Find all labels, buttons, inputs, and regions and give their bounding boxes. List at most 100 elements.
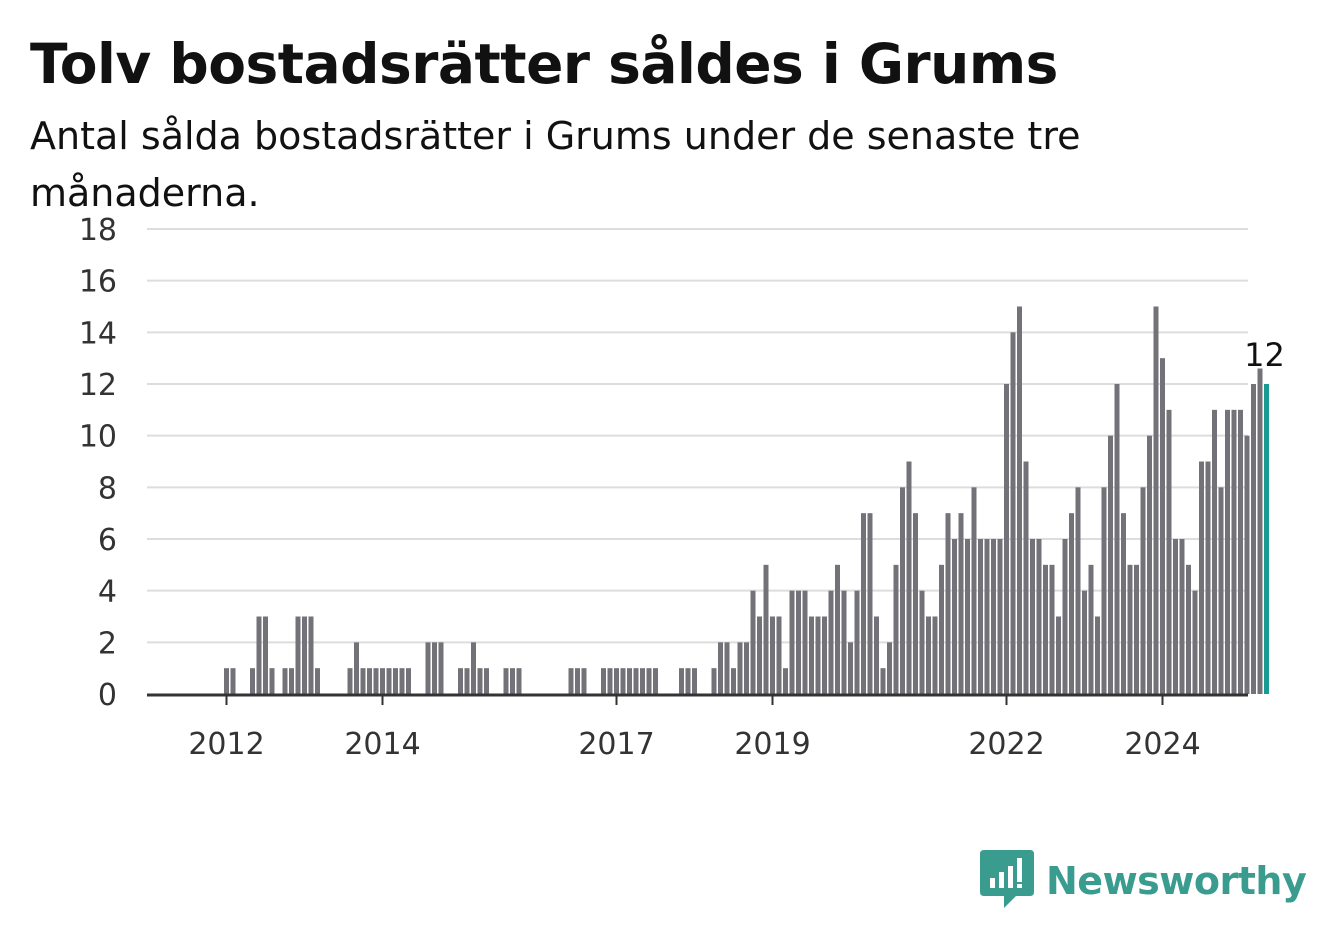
bar: [887, 642, 892, 694]
bar: [1108, 435, 1113, 694]
y-tick-label: 10: [79, 420, 117, 455]
bar: [1069, 513, 1074, 694]
bar: [516, 668, 522, 694]
bar: [1238, 409, 1243, 694]
bar: [477, 668, 483, 694]
bar: [1056, 616, 1061, 694]
bar: [614, 668, 619, 694]
bar: [815, 616, 821, 694]
bar: [958, 513, 964, 694]
bar: [640, 668, 645, 694]
bar: [822, 616, 827, 694]
bar: [308, 616, 314, 694]
bar: [1036, 539, 1042, 694]
labels: 0 2 4 6 8 10 12 14 16 18 2012 2014 2017 2019 2022 2024 1…: [79, 213, 1285, 762]
bar: [711, 668, 717, 694]
bar: [1205, 461, 1211, 694]
x-tick-label: 2022: [968, 727, 1044, 762]
bar: [575, 668, 580, 694]
bar: [1043, 564, 1048, 694]
bar: [692, 668, 697, 694]
bar: [984, 539, 990, 694]
bar: [893, 564, 899, 694]
bar: [809, 616, 814, 694]
bar: [965, 539, 970, 694]
bar: [1023, 461, 1029, 694]
bar: [1192, 590, 1198, 694]
bar: [1218, 487, 1224, 694]
bar: [783, 668, 788, 694]
bar: [867, 513, 873, 694]
bar: [1101, 487, 1107, 694]
bar: [399, 668, 405, 694]
brand-logo: Newsworthy: [980, 850, 1307, 912]
chart-subtitle: Antal sålda bostadsrätter i Grums under …: [30, 114, 1081, 215]
bar: [770, 616, 775, 694]
bar: [425, 642, 431, 694]
bar: [1140, 487, 1146, 694]
chart-title: Tolv bostadsrätter såldes i Grums: [30, 32, 1058, 96]
bar: [848, 642, 853, 694]
bar: [503, 668, 509, 694]
y-tick-label: 2: [98, 626, 117, 661]
bar: [776, 616, 782, 694]
bar: [737, 642, 743, 694]
bar: [939, 564, 944, 694]
bar: [1082, 590, 1087, 694]
gridlines: [147, 228, 1248, 644]
bar: [256, 616, 262, 694]
bar: [1017, 306, 1022, 694]
bar: [568, 668, 574, 694]
bar: [646, 668, 652, 694]
bar: [360, 668, 366, 694]
bar: [874, 616, 879, 694]
bar: [1225, 409, 1230, 694]
bar: [1095, 616, 1100, 694]
y-tick-label: 18: [79, 213, 117, 248]
bar: [1049, 564, 1055, 694]
bar: [607, 668, 613, 694]
bar: [789, 590, 795, 694]
bar: [458, 668, 463, 694]
bar: [991, 539, 996, 694]
y-tick-label: 16: [79, 265, 117, 300]
bar: [250, 668, 255, 694]
bar: [393, 668, 398, 694]
bar: [750, 590, 756, 694]
bar: [932, 616, 938, 694]
bar: [1114, 384, 1120, 694]
bar: [906, 461, 912, 694]
bar: [1004, 384, 1009, 694]
bar: [1147, 435, 1152, 694]
newsworthy-logo-icon: [980, 850, 1034, 908]
bar: [1166, 409, 1172, 694]
bar: [1179, 539, 1185, 694]
x-tick-label: 2017: [578, 727, 654, 762]
bar: [471, 642, 476, 694]
x-tick-label: 2014: [344, 727, 420, 762]
y-tick-label: 4: [98, 575, 117, 610]
bar: [633, 668, 639, 694]
bar: [880, 668, 886, 694]
bar: [1153, 306, 1159, 694]
bar: [269, 668, 275, 694]
axes: [147, 693, 1248, 705]
bar: [620, 668, 626, 694]
bar: [1199, 461, 1204, 694]
bar-highlight: [1264, 384, 1269, 694]
y-tick-label: 12: [79, 368, 117, 403]
bar: [757, 616, 762, 694]
bar: [718, 642, 723, 694]
y-tick-label: 0: [98, 678, 117, 713]
bar: [510, 668, 515, 694]
bar: [685, 668, 691, 694]
y-tick-label: 8: [98, 471, 117, 506]
bar: [581, 668, 587, 694]
bar: [1134, 564, 1139, 694]
bar: [432, 642, 437, 694]
bar: [289, 668, 294, 694]
bar: [835, 564, 840, 694]
bar: [978, 539, 983, 694]
y-tick-label: 6: [98, 523, 117, 558]
bar: [373, 668, 379, 694]
